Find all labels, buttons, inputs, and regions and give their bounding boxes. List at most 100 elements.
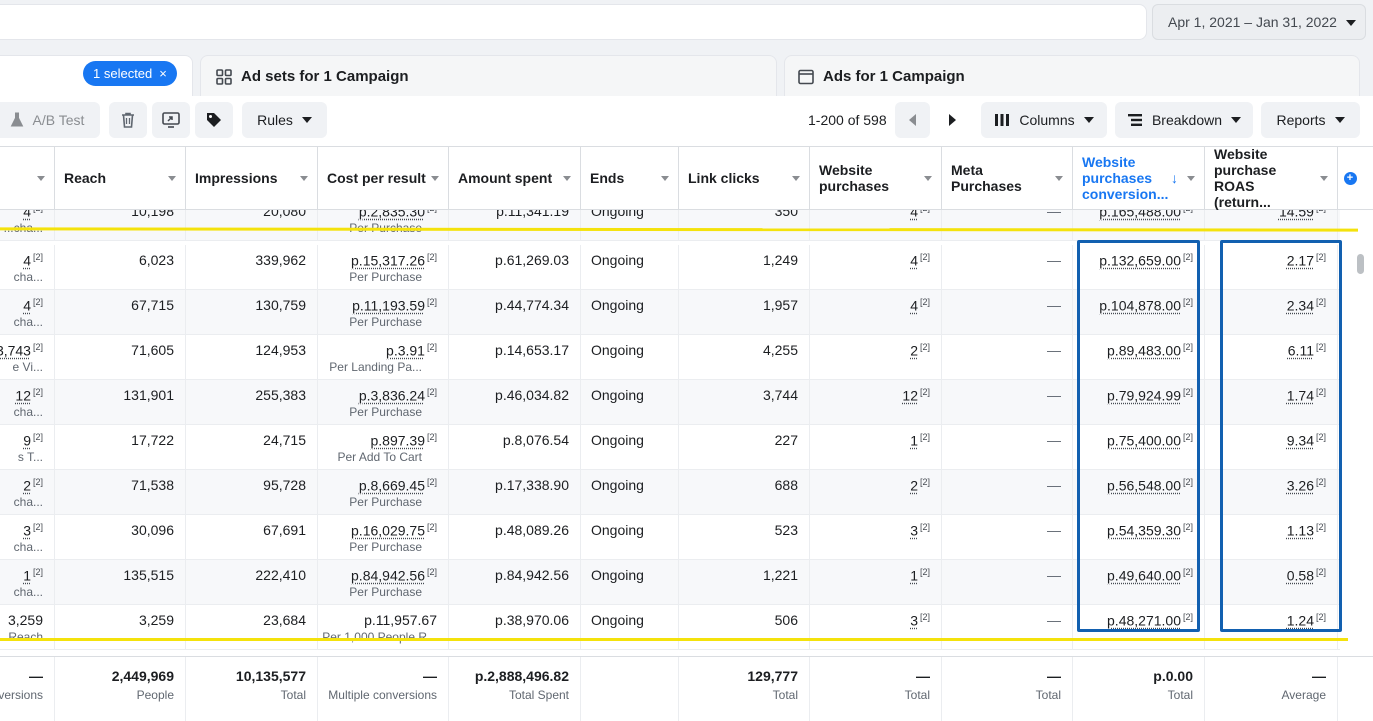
tab-ads[interactable]: Ads for 1 Campaign: [784, 55, 1360, 97]
cell-value[interactable]: 4[2]: [23, 210, 43, 220]
cell-impressions: 23,684: [186, 605, 318, 650]
cell-value[interactable]: 2 [2]: [910, 477, 930, 494]
column-header-ends[interactable]: Ends: [581, 147, 679, 209]
cell-cost-per-result: p.11,193.59 [2] Per Purchase: [318, 290, 449, 335]
cell-meta-purchases: —: [942, 425, 1073, 470]
delete-button[interactable]: [109, 102, 147, 138]
cell-value[interactable]: p.11,193.59 [2]: [352, 297, 437, 314]
cell-value[interactable]: 2 [2]: [23, 477, 43, 494]
cell-value[interactable]: p.165,488.00[2]: [1099, 210, 1193, 220]
cell-text: p.165,488.00: [1099, 210, 1181, 220]
cell-value[interactable]: p.3.91 [2]: [386, 342, 437, 359]
footer-value: —: [916, 668, 930, 684]
cell-value[interactable]: 2 [2]: [910, 342, 930, 359]
cell-value[interactable]: p.2,835.30[2]: [359, 210, 437, 220]
cell-value[interactable]: 1 [2]: [910, 567, 930, 584]
cell-value[interactable]: p.84,942.56 [2]: [351, 567, 437, 584]
cell-value[interactable]: p.3,836.24 [2]: [359, 387, 437, 404]
cell-ends: Ongoing: [581, 425, 679, 470]
cell-link-clicks: 688: [679, 470, 810, 515]
column-header-impressions[interactable]: Impressions: [186, 147, 318, 209]
cell-value[interactable]: p.16,029.75 [2]: [351, 522, 437, 539]
cell-value[interactable]: 14.59[2]: [1279, 210, 1326, 220]
cell-website-purchases: 2 [2]: [810, 335, 942, 380]
cell-value[interactable]: p.897.39 [2]: [370, 432, 437, 449]
cell-link-clicks: 1,221: [679, 560, 810, 605]
cell-value[interactable]: 3,743[2]: [0, 342, 43, 359]
column-header-conversion-value[interactable]: Website purchases conversion... ↓: [1073, 147, 1205, 209]
cell-value[interactable]: 3,259: [8, 612, 43, 628]
cell-value[interactable]: 4[2]: [910, 252, 930, 269]
plus-icon: +: [1344, 172, 1357, 185]
footer-impressions: 10,135,577 Total: [186, 657, 318, 721]
chevron-down-icon: [302, 117, 312, 123]
column-header-roas[interactable]: Website purchase ROAS (return...: [1205, 147, 1338, 209]
cell-value[interactable]: 1 [2]: [910, 432, 930, 449]
close-icon[interactable]: ×: [159, 66, 167, 81]
cell-value[interactable]: 12 [2]: [902, 387, 930, 404]
date-range-picker[interactable]: Apr 1, 2021 – Jan 31, 2022: [1152, 4, 1366, 40]
footer-value: —: [1312, 668, 1326, 684]
previous-page-button[interactable]: [895, 102, 930, 138]
column-header-link-clicks[interactable]: Link clicks: [679, 147, 810, 209]
table-row[interactable]: 4[2]...cha... 10,198 20,080 p.2,835.30[2]Pe…: [0, 210, 1340, 241]
cell-text: —: [1047, 210, 1061, 219]
footer-label: Total: [773, 688, 798, 702]
column-header-website-purchases[interactable]: Website purchases: [810, 147, 942, 209]
level-tabs: Ad sets for 1 Campaign Ads for 1 Campaig…: [0, 46, 1373, 96]
footnote-marker: [2]: [1316, 210, 1326, 213]
column-header-cost-per-result[interactable]: Cost per result: [318, 147, 449, 209]
cell-value[interactable]: 4[2]: [910, 210, 930, 220]
cell-website-purchases: 1 [2]: [810, 425, 942, 470]
cell-value[interactable]: 4[2]: [23, 297, 43, 314]
cell-value[interactable]: 12 [2]: [15, 387, 43, 404]
cell-text: 523: [775, 522, 798, 538]
cell-value[interactable]: 9 [2]: [23, 432, 43, 449]
cell-text: —: [1047, 297, 1061, 313]
columns-button[interactable]: Columns: [981, 102, 1107, 138]
cell-text: 1,221: [763, 567, 798, 583]
column-header-meta-purchases[interactable]: Meta Purchases: [942, 147, 1073, 209]
next-page-button[interactable]: [935, 102, 970, 138]
cell-value: 71,605: [131, 342, 174, 358]
search-input[interactable]: [0, 4, 1147, 40]
cell-text: Ongoing: [591, 567, 644, 583]
cell-value[interactable]: 4[2]: [23, 252, 43, 269]
cell-value[interactable]: 3 [2]: [910, 612, 930, 629]
column-header-results[interactable]: [0, 147, 55, 209]
breakdown-button[interactable]: Breakdown: [1115, 102, 1253, 138]
tab-ad-sets[interactable]: Ad sets for 1 Campaign: [200, 55, 777, 97]
add-column-button[interactable]: +: [1338, 147, 1362, 209]
cell-value[interactable]: p.15,317.26 [2]: [351, 252, 437, 269]
cell-value[interactable]: 1 [2]: [23, 567, 43, 584]
cell-text: 4: [910, 253, 918, 269]
selected-count-pill[interactable]: 1 selected ×: [83, 61, 177, 86]
cell-subtext: cha...: [14, 405, 43, 419]
cell-cost-per-result: p.15,317.26 [2] Per Purchase: [318, 245, 449, 290]
cell-cost-per-result: p.8,669.45 [2] Per Purchase: [318, 470, 449, 515]
column-header-label: Impressions: [195, 170, 277, 186]
cell-text: 3,744: [763, 387, 798, 403]
cell-value[interactable]: p.8,669.45 [2]: [359, 477, 437, 494]
cell-website-purchases: 3 [2]: [810, 605, 942, 650]
cell-value[interactable]: p.11,957.67: [364, 612, 437, 628]
cell-value[interactable]: 3 [2]: [23, 522, 43, 539]
column-header-amount-spent[interactable]: Amount spent: [449, 147, 581, 209]
export-button[interactable]: [152, 102, 190, 138]
ab-test-button[interactable]: A/B Test: [0, 102, 100, 138]
cell-value[interactable]: 4[2]: [910, 297, 930, 314]
column-header-reach[interactable]: Reach: [55, 147, 186, 209]
footnote-marker: [2]: [33, 342, 43, 352]
vertical-scrollbar[interactable]: [1352, 210, 1364, 651]
tag-button[interactable]: [195, 102, 233, 138]
cell-subtext: Per Landing Pa...: [329, 360, 422, 374]
cell-value[interactable]: 3 [2]: [910, 522, 930, 539]
cell-text: 2: [23, 478, 31, 494]
rules-button[interactable]: Rules: [242, 102, 327, 138]
cell-ends: Ongoing: [581, 380, 679, 425]
scrollbar-thumb[interactable]: [1357, 254, 1364, 274]
reports-button[interactable]: Reports: [1261, 102, 1360, 138]
cell-value: 1,221: [763, 567, 798, 583]
cell-ends: Ongoing: [581, 290, 679, 335]
selected-count-label: 1 selected: [93, 66, 152, 81]
